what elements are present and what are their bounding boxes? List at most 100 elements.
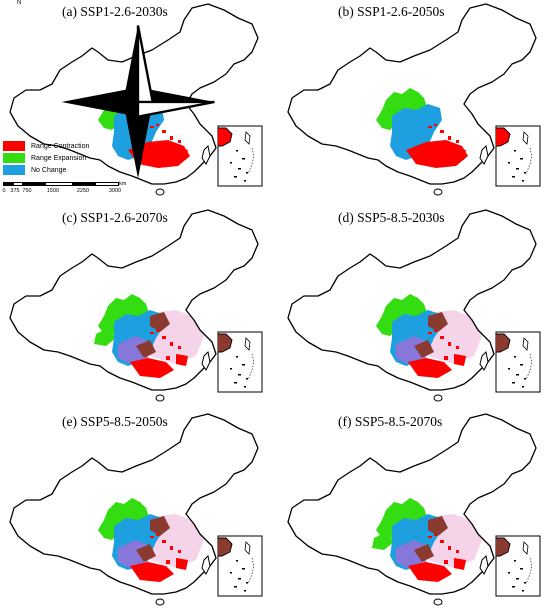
contraction-speck <box>456 346 459 349</box>
country-outline <box>287 413 537 595</box>
contraction-speck <box>150 536 154 538</box>
inset-taiwan <box>244 337 251 351</box>
country-outline <box>287 3 537 185</box>
inset-island <box>244 180 246 182</box>
hainan-island <box>155 188 165 196</box>
inset-coastline <box>496 537 511 557</box>
range-contraction-region <box>408 358 452 378</box>
inset-mainland-coast <box>218 334 232 352</box>
inset-island <box>246 582 248 584</box>
contraction-speck <box>166 560 170 564</box>
inset-island <box>246 172 248 174</box>
inset-island <box>242 568 245 570</box>
inset-mainland-coast <box>218 538 232 556</box>
range-contraction-east <box>454 148 466 160</box>
contraction-speck <box>178 550 181 553</box>
contraction-speck <box>440 540 444 543</box>
hainan-island <box>155 394 165 402</box>
contraction-speck <box>448 342 451 346</box>
inset-taiwan <box>522 337 529 351</box>
south-china-sea-inset <box>495 535 541 597</box>
brown-patch-central <box>136 544 156 562</box>
inset-taiwan <box>244 131 251 145</box>
brown-patch-north <box>150 516 170 536</box>
legend-item-contraction: Range Contraction <box>3 140 89 152</box>
inset-island <box>514 356 516 358</box>
inset-island <box>246 378 248 380</box>
distribution-layer <box>376 88 468 168</box>
map-panel-a: (a) SSP1-2.6-2030s N Range Contraction R… <box>0 0 270 200</box>
inset-island <box>234 586 237 588</box>
no-change-region <box>390 104 442 160</box>
range-expansion-region <box>376 498 428 540</box>
contraction-speck <box>162 130 166 133</box>
map-panel-e: (e) SSP5-8.5-2050s <box>0 410 270 610</box>
north-label: N <box>17 0 22 6</box>
range-expansion-region-west <box>94 328 116 346</box>
contraction-speck <box>170 136 173 140</box>
inset-coastline <box>496 333 511 353</box>
scale-segment-6 <box>95 182 119 186</box>
overlap-region <box>396 336 428 364</box>
inset-island <box>244 386 246 388</box>
inset-island <box>524 378 526 380</box>
north-arrow-icon: N <box>3 0 215 179</box>
inset-mainland-coast <box>218 128 232 146</box>
inset-island <box>522 386 524 388</box>
overlap-region <box>118 540 150 568</box>
inset-island <box>512 586 515 588</box>
contraction-speck <box>444 150 448 154</box>
inset-island <box>514 150 516 152</box>
inset-island <box>242 364 245 366</box>
china-map-d <box>287 209 541 402</box>
inset-island <box>230 162 232 164</box>
contraction-speck <box>156 330 159 332</box>
hainan-island <box>155 598 165 606</box>
contraction-speck <box>166 356 170 360</box>
inset-boundary-dashes <box>247 147 255 175</box>
inset-island <box>236 150 238 152</box>
distribution-layer <box>98 498 204 582</box>
inset-boundary-dashes <box>247 353 255 381</box>
overlap-region <box>118 336 150 364</box>
brown-patch-central <box>136 340 156 358</box>
inset-island <box>512 176 515 178</box>
range-contraction-east <box>176 558 188 570</box>
legend-label-no-change: No Change <box>31 166 67 174</box>
range-contraction-east <box>454 354 466 366</box>
contraction-speck <box>448 136 451 140</box>
scale-unit: km <box>119 181 127 187</box>
inset-island <box>524 172 526 174</box>
panel-title-d: (d) SSP5-8.5-2030s <box>338 210 445 225</box>
inset-island <box>230 572 232 574</box>
south-china-sea-inset <box>217 125 263 187</box>
contraction-speck <box>440 130 444 133</box>
inset-island <box>234 176 237 178</box>
inset-island <box>238 168 241 170</box>
hainan-island <box>433 598 443 606</box>
contraction-speck <box>170 546 173 550</box>
country-outline <box>287 209 537 391</box>
legend-label-expansion: Range Expansion <box>31 154 87 162</box>
contraction-speck <box>428 536 432 538</box>
south-china-sea-inset <box>217 331 263 393</box>
legend-item-no-change: No Change <box>3 164 89 176</box>
range-contraction-region <box>408 562 452 582</box>
inset-boundary-dashes <box>525 353 533 381</box>
china-map-e <box>9 413 263 606</box>
inset-island <box>236 560 238 562</box>
overlap-region <box>396 540 428 568</box>
scale-bar: 0 375 750 1500 2250 3000 km <box>2 181 127 202</box>
legend-item-expansion: Range Expansion <box>3 152 89 164</box>
inset-coastline <box>218 333 233 353</box>
inset-mainland-coast <box>496 128 510 146</box>
contraction-speck <box>162 540 166 543</box>
legend-swatch-expansion <box>3 153 25 163</box>
inset-island <box>230 368 232 370</box>
inset-island <box>508 368 510 370</box>
taiwan-island <box>201 144 211 165</box>
inset-island <box>516 374 519 376</box>
scale-tick-375: 375 <box>10 188 20 194</box>
inset-island <box>520 158 523 160</box>
map-panel-f: (f) SSP5-8.5-2070s <box>278 410 548 610</box>
